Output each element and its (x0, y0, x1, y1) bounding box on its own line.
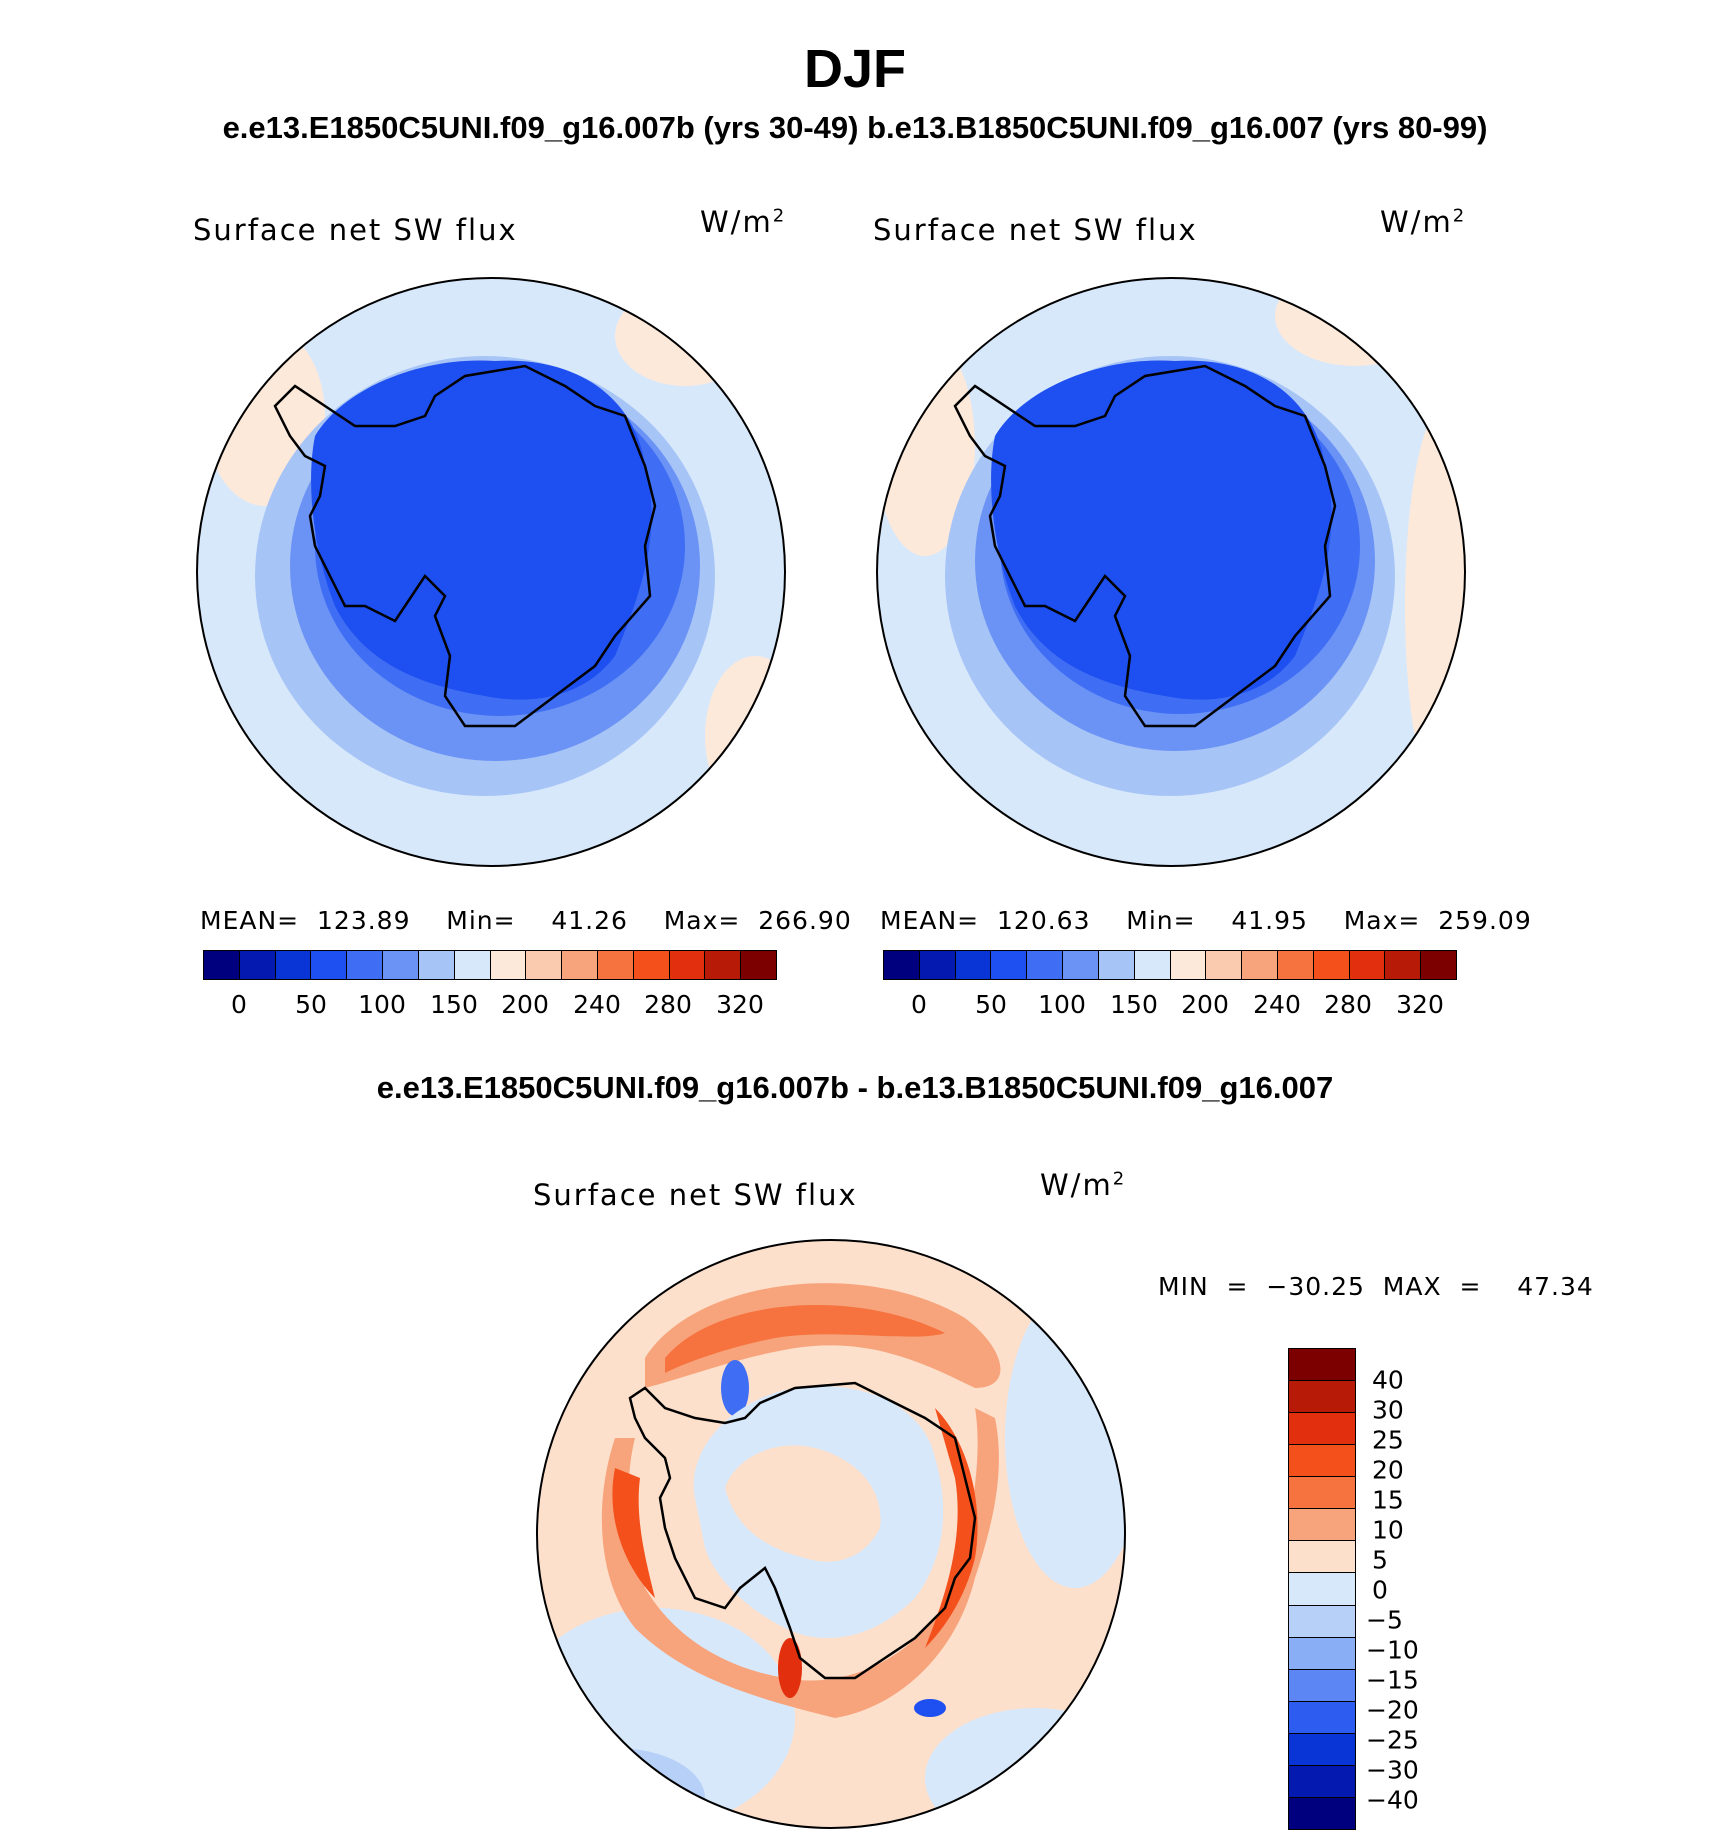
panel2-colorbar (883, 950, 1457, 980)
panel1-tick: 100 (358, 990, 406, 1019)
diff-title: e.e13.E1850C5UNI.f09_g16.007b - b.e13.B1… (376, 1070, 1334, 1105)
diff-tick: 5 (1372, 1545, 1388, 1575)
panel1-tick: 200 (501, 990, 549, 1019)
diff-tick: −15 (1366, 1665, 1419, 1695)
panel2-tick: 240 (1253, 990, 1301, 1019)
antarctica-coastline (953, 364, 1337, 728)
diff-tick: 15 (1372, 1485, 1404, 1515)
diff-panel-stats: MIN = −30.25 MAX = 47.34 (1158, 1272, 1594, 1301)
panel2-tick: 320 (1396, 990, 1444, 1019)
panel1-tick: 0 (231, 990, 247, 1019)
antarctica-coastline (628, 1381, 977, 1680)
panel2-map (876, 277, 1466, 867)
diff-tick: 10 (1372, 1515, 1404, 1545)
diff-tick: −30 (1366, 1755, 1419, 1785)
diff-tick: −40 (1366, 1785, 1419, 1815)
panel2-stats: MEAN= 120.63 Min= 41.95 Max= 259.09 (880, 906, 1532, 935)
diff-panel-title: Surface net SW flux (533, 1178, 858, 1212)
case-subtitle: e.e13.E1850C5UNI.f09_g16.007b (yrs 30-49… (222, 110, 1488, 145)
diff-tick: 0 (1372, 1575, 1388, 1605)
panel2-unit: W/m2 (1380, 205, 1467, 239)
diff-colorbar (1288, 1348, 1356, 1830)
panel2-tick: 50 (975, 990, 1007, 1019)
main-title: DJF (803, 39, 906, 99)
diff-tick: 25 (1372, 1425, 1404, 1455)
diff-tick: −5 (1366, 1605, 1403, 1635)
diff-tick: 30 (1372, 1395, 1404, 1425)
panel1-colorbar (203, 950, 777, 980)
diff-panel-unit: W/m2 (1040, 1168, 1127, 1202)
panel2-tick: 0 (911, 990, 927, 1019)
panel2-tick: 200 (1181, 990, 1229, 1019)
diff-tick: 40 (1372, 1365, 1404, 1395)
diff-tick: −10 (1366, 1635, 1419, 1665)
panel1-map (196, 277, 786, 867)
diff-map (536, 1239, 1126, 1829)
panel1-unit: W/m2 (700, 205, 787, 239)
panel1-tick: 150 (430, 990, 478, 1019)
panel1-tick: 240 (573, 990, 621, 1019)
panel2-tick: 100 (1038, 990, 1086, 1019)
panel1-title: Surface net SW flux (193, 213, 518, 247)
diff-tick: −20 (1366, 1695, 1419, 1725)
panel1-tick: 280 (644, 990, 692, 1019)
panel1-stats: MEAN= 123.89 Min= 41.26 Max= 266.90 (200, 906, 852, 935)
diff-tick: −25 (1366, 1725, 1419, 1755)
panel1-tick: 50 (295, 990, 327, 1019)
panel2-tick: 150 (1110, 990, 1158, 1019)
diff-tick: 20 (1372, 1455, 1404, 1485)
panel2-title: Surface net SW flux (873, 213, 1198, 247)
panel2-tick: 280 (1324, 990, 1372, 1019)
panel1-tick: 320 (716, 990, 764, 1019)
antarctica-coastline (273, 364, 657, 728)
